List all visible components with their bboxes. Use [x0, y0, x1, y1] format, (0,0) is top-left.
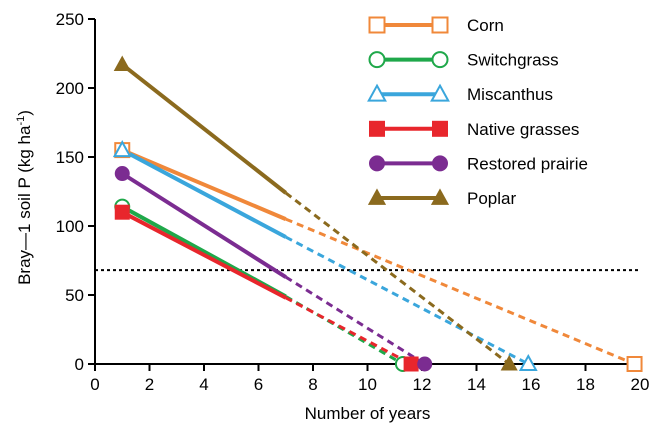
series-line-restored-prairie-projected: [286, 277, 425, 364]
legend-marker-switchgrass-left: [370, 52, 385, 67]
y-ticks: 0 50 100 150 200 250: [56, 10, 95, 374]
y-axis-title: Bray—1 soil P (kg ha-1): [15, 110, 34, 285]
series-line-corn-projected: [286, 219, 635, 364]
y-axis-title-main: Bray—1 soil P (kg ha: [15, 125, 34, 285]
legend-marker-restored-prairie-right: [433, 156, 448, 171]
y-axis-title-superscript: -1: [15, 116, 27, 126]
legend-marker-restored-prairie-left: [370, 156, 385, 171]
point-corn-end: [628, 357, 642, 371]
x-tick-label: 0: [90, 375, 99, 394]
legend-marker-corn-left: [370, 18, 385, 33]
x-tick-label: 18: [576, 375, 595, 394]
legend-marker-native-grasses-right: [433, 121, 448, 136]
markers-layer: [115, 57, 642, 371]
y-tick-label: 0: [75, 355, 84, 374]
legend-label-miscanthus: Miscanthus: [467, 85, 553, 104]
legend-marker-corn-right: [433, 18, 448, 33]
x-axis-title: Number of years: [305, 404, 431, 423]
point-restored-prairie-end: [418, 357, 432, 371]
legend: Corn Switchgrass Miscanthus Native grasses R…: [369, 16, 588, 208]
legend-label-poplar: Poplar: [467, 189, 516, 208]
series-line-miscanthus-projected: [286, 237, 529, 364]
series-line-poplar-projected: [286, 193, 509, 364]
legend-marker-switchgrass-right: [433, 52, 448, 67]
y-tick-label: 200: [56, 79, 84, 98]
series-line-corn-measured: [122, 150, 286, 219]
x-tick-label: 20: [631, 375, 650, 394]
x-tick-label: 10: [358, 375, 377, 394]
point-native-grasses-start: [115, 205, 129, 219]
x-ticks: 0 2 4 6 8 10 12 14 16 18 20: [90, 364, 649, 394]
legend-label-switchgrass: Switchgrass: [467, 51, 559, 70]
series-layer: [122, 65, 634, 364]
point-poplar-start: [115, 57, 130, 71]
y-tick-label: 250: [56, 10, 84, 29]
point-restored-prairie-start: [115, 167, 129, 181]
y-tick-label: 100: [56, 217, 84, 236]
x-tick-label: 2: [145, 375, 154, 394]
legend-label-restored-prairie: Restored prairie: [467, 154, 588, 173]
axes: [95, 19, 640, 364]
legend-marker-native-grasses-left: [370, 121, 385, 136]
x-tick-label: 4: [199, 375, 208, 394]
series-line-native-grasses-projected: [286, 298, 411, 364]
y-tick-label: 150: [56, 148, 84, 167]
x-tick-label: 14: [467, 375, 486, 394]
y-tick-label: 50: [65, 286, 84, 305]
point-native-grasses-end: [404, 357, 418, 371]
x-tick-label: 16: [522, 375, 541, 394]
y-axis-title-close: ): [15, 110, 34, 116]
x-tick-label: 8: [308, 375, 317, 394]
legend-label-native-grasses: Native grasses: [467, 120, 579, 139]
legend-label-corn: Corn: [467, 16, 504, 35]
series-line-poplar-measured: [122, 65, 286, 193]
x-tick-label: 6: [254, 375, 263, 394]
x-tick-label: 12: [413, 375, 432, 394]
